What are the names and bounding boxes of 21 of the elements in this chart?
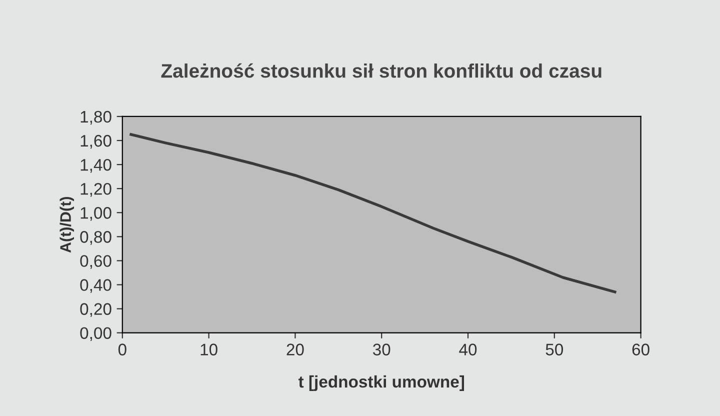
y-tick-label: 0,60 — [80, 255, 112, 269]
y-tick-label: 0,40 — [80, 279, 112, 293]
y-tick-label: 1,20 — [80, 182, 112, 197]
y-tick-label: 1,40 — [80, 158, 112, 173]
y-tick-label: 0,00 — [80, 327, 112, 341]
chart-title: Zależność stosunku sił stron konfliktu od czasu — [161, 63, 602, 78]
y-tick-label: 1,80 — [80, 110, 112, 125]
x-tick-label: 30 — [372, 344, 390, 356]
y-axis-title: A(t)/D(t) — [60, 196, 74, 253]
y-tick-label: 1,60 — [80, 134, 112, 149]
y-tick-label: 1,00 — [80, 207, 112, 221]
x-tick-label: 10 — [200, 344, 218, 356]
x-axis-title: t [jednostki umowne] — [298, 375, 464, 391]
x-tick-label: 20 — [286, 344, 304, 356]
x-tick-label: 40 — [459, 344, 477, 356]
y-tick-label: 0,20 — [80, 303, 112, 317]
x-tick-label: 0 — [118, 344, 126, 356]
line-series — [130, 133, 616, 294]
x-tick-label: 60 — [632, 344, 650, 356]
x-tick-label: 50 — [546, 344, 564, 356]
y-tick-label: 0,80 — [80, 231, 112, 245]
